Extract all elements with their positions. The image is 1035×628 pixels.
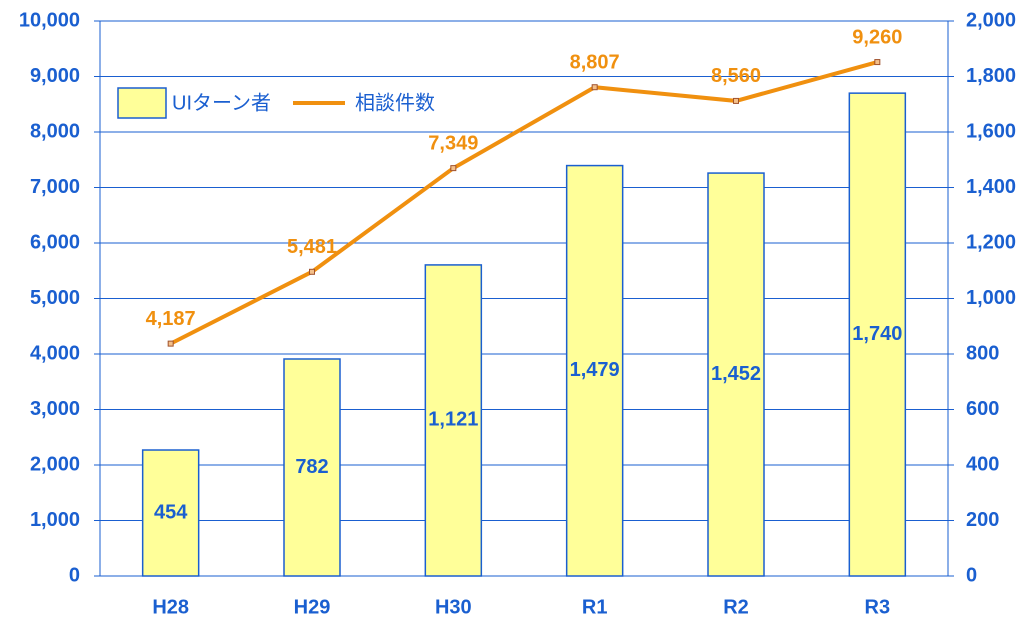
x-tick-label: H28 (152, 596, 189, 618)
y2-tick-label: 1,600 (966, 120, 1016, 142)
x-tick-label: R3 (865, 596, 891, 618)
line-point (591, 84, 598, 91)
x-tick-label: H30 (435, 596, 472, 618)
y-tick-label: 10,000 (19, 9, 80, 31)
y-tick-label: 6,000 (30, 231, 80, 253)
legend-label: 相談件数 (355, 91, 435, 114)
bar (283, 358, 341, 577)
line-value-label: 7,349 (428, 132, 478, 154)
x-tick-label: H29 (294, 596, 331, 618)
line-point (167, 340, 174, 347)
line (169, 60, 878, 346)
x-tick-label: R2 (723, 596, 749, 618)
y-tick-label: 0 (69, 564, 80, 586)
bar (848, 92, 907, 577)
y2-tick-label: 1,000 (966, 287, 1016, 309)
y-tick-label: 7,000 (30, 176, 80, 198)
bar (707, 172, 765, 577)
line-value-label: 8,560 (711, 65, 761, 87)
line-value-label: 5,481 (287, 236, 337, 258)
y2-tick-label: 400 (966, 453, 999, 475)
bar (565, 164, 624, 577)
y-tick-label: 3,000 (30, 398, 80, 420)
bar-value-label: 1,121 (428, 409, 478, 431)
y2-tick-label: 200 (966, 509, 999, 531)
bar-value-label: 782 (295, 456, 328, 478)
y-tick-label: 2,000 (30, 453, 80, 475)
y2-tick-label: 1,400 (966, 176, 1016, 198)
line-point (874, 59, 881, 66)
y2-tick-label: 1,800 (966, 65, 1016, 87)
bar-value-label: 454 (154, 501, 188, 523)
y-tick-label: 9,000 (30, 65, 80, 87)
y2-tick-label: 800 (966, 342, 999, 364)
x-tick-label: R1 (582, 596, 608, 618)
y2-tick-label: 1,200 (966, 231, 1016, 253)
line-value-label: 4,187 (146, 308, 196, 330)
y-tick-label: 1,000 (30, 509, 80, 531)
y2-tick-label: 2,000 (966, 9, 1016, 31)
line-point (733, 97, 739, 104)
y-tick-label: 5,000 (30, 287, 80, 309)
y-tick-label: 4,000 (30, 342, 80, 364)
y-tick-label: 8,000 (30, 120, 80, 142)
line-value-label: 8,807 (570, 51, 620, 73)
line-point (309, 268, 315, 275)
bar (424, 264, 483, 577)
bar (141, 449, 200, 577)
bar-value-label: 1,479 (570, 359, 620, 381)
line-value-label: 9,260 (852, 26, 902, 48)
legend-swatch (117, 87, 167, 119)
legend-label: UIターン者 (172, 91, 271, 114)
y2-tick-label: 0 (966, 564, 977, 586)
line-point (450, 165, 457, 172)
bar-value-label: 1,452 (711, 363, 761, 385)
bar-value-label: 1,740 (852, 323, 902, 345)
y2-tick-label: 600 (966, 398, 999, 420)
